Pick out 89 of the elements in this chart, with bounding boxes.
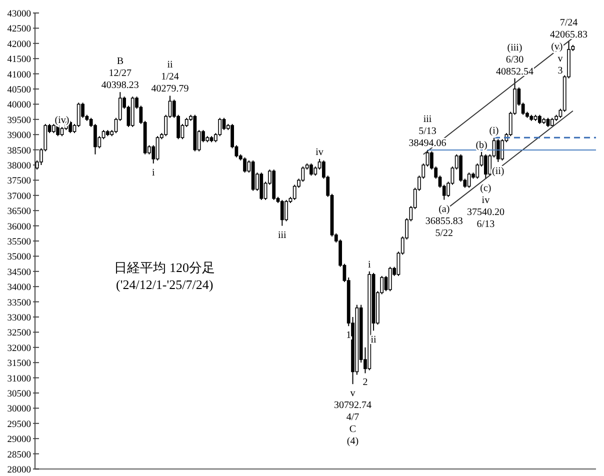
y-tick-label: 34500	[7, 268, 32, 278]
y-tick-label: 42500	[7, 24, 32, 35]
candlestick	[310, 162, 313, 176]
annotation: ii	[167, 60, 173, 71]
annotation: (c)	[480, 182, 492, 194]
y-tick-label: 32500	[7, 328, 32, 339]
annotation: (b)	[476, 140, 488, 151]
y-tick-label: 37000	[7, 192, 32, 202]
annotation: 2	[362, 377, 368, 388]
annotation: 37540.20	[466, 206, 504, 218]
annotation: 36855.83	[425, 216, 463, 227]
candlestick	[538, 114, 542, 124]
candlestick	[156, 136, 160, 161]
annotation: ii	[370, 334, 377, 346]
candlestick	[243, 156, 246, 174]
y-tick-label: 30000	[7, 404, 32, 415]
y-tick-label: 36000	[7, 222, 32, 232]
y-tick-label: 39000	[7, 131, 32, 142]
candlestick	[388, 266, 392, 292]
y-tick-label: 29500	[7, 420, 32, 430]
candlestick	[68, 120, 72, 134]
annotation: 30792.74	[334, 400, 372, 412]
annotation: i	[368, 259, 371, 270]
annotation: (i)	[489, 126, 499, 137]
annotation: (a)	[438, 204, 450, 215]
y-tick-label: 41000	[7, 70, 32, 80]
annotation: iv	[482, 194, 490, 206]
annotation: C	[349, 424, 356, 436]
candlestick	[292, 184, 296, 200]
candlestick	[546, 117, 550, 128]
annotation: 40279.79	[151, 84, 189, 95]
candlestick	[222, 117, 226, 131]
text: 日経平均 120分足	[114, 260, 215, 275]
annotation: 1/24	[161, 72, 179, 83]
y-tick-label: 35000	[7, 252, 32, 263]
annotation: iii	[423, 114, 432, 125]
annotation: 12/27	[108, 68, 132, 80]
y-tick-label: 31500	[7, 359, 32, 370]
candlestick	[467, 172, 471, 188]
annotation: iii	[278, 230, 287, 241]
annotation: 5/13	[418, 126, 436, 137]
y-tick-label: 43000	[7, 10, 32, 20]
y-tick-label: 28000	[7, 466, 32, 476]
annotation: 4/7	[346, 412, 360, 424]
annotation: (v)	[551, 41, 563, 52]
y-tick-label: 28500	[7, 450, 32, 460]
candlestick	[496, 138, 500, 162]
candlestick	[284, 199, 288, 222]
annotation: 40398.23	[101, 80, 139, 92]
annotation: 6/13	[476, 218, 495, 230]
candlestick	[94, 123, 97, 155]
y-tick-label: 37500	[7, 176, 32, 187]
y-tick-label: 40500	[7, 86, 32, 96]
y-tick-label: 30500	[7, 390, 32, 400]
y-tick-label: 33000	[7, 314, 32, 324]
y-tick-label: 35500	[7, 238, 32, 248]
annotation: v	[350, 388, 356, 400]
annotation: (ii)	[492, 166, 504, 177]
annotation: 7/24	[560, 17, 578, 28]
y-tick-label: 36500	[7, 207, 32, 218]
annotation: iv	[316, 146, 324, 158]
candlestick	[484, 154, 488, 180]
annotation: 3	[558, 65, 563, 76]
candlestick	[52, 123, 56, 134]
candlestick	[60, 126, 64, 137]
y-tick-label: 34000	[7, 283, 32, 294]
annotation: B	[116, 56, 124, 68]
annotation: (iv)	[54, 115, 70, 126]
candlestick	[280, 199, 284, 226]
y-tick-label: 40000	[7, 100, 32, 111]
y-tick-label: 39500	[7, 116, 32, 126]
annotation: v	[558, 53, 563, 64]
annotation: 42065.83	[550, 29, 588, 40]
text: ('24/12/1-'25/7/24)	[116, 277, 214, 292]
annotation: 1	[346, 330, 352, 342]
annotation: i	[152, 167, 155, 178]
y-tick-label: 38000	[7, 162, 32, 172]
y-tick-label: 32000	[7, 344, 32, 354]
y-tick-label: 42000	[7, 40, 32, 50]
y-tick-label: 31000	[7, 374, 32, 384]
y-tick-label: 41500	[7, 55, 32, 66]
annotation: 6/30	[506, 54, 524, 66]
y-tick-label: 38500	[7, 146, 32, 156]
annotation: 5/22	[435, 228, 454, 239]
candlestick	[218, 117, 222, 137]
y-tick-label: 29000	[7, 435, 32, 446]
annotation: (4)	[346, 436, 359, 448]
annotation: (iii)	[507, 42, 522, 54]
y-tick-label: 33500	[7, 298, 32, 308]
